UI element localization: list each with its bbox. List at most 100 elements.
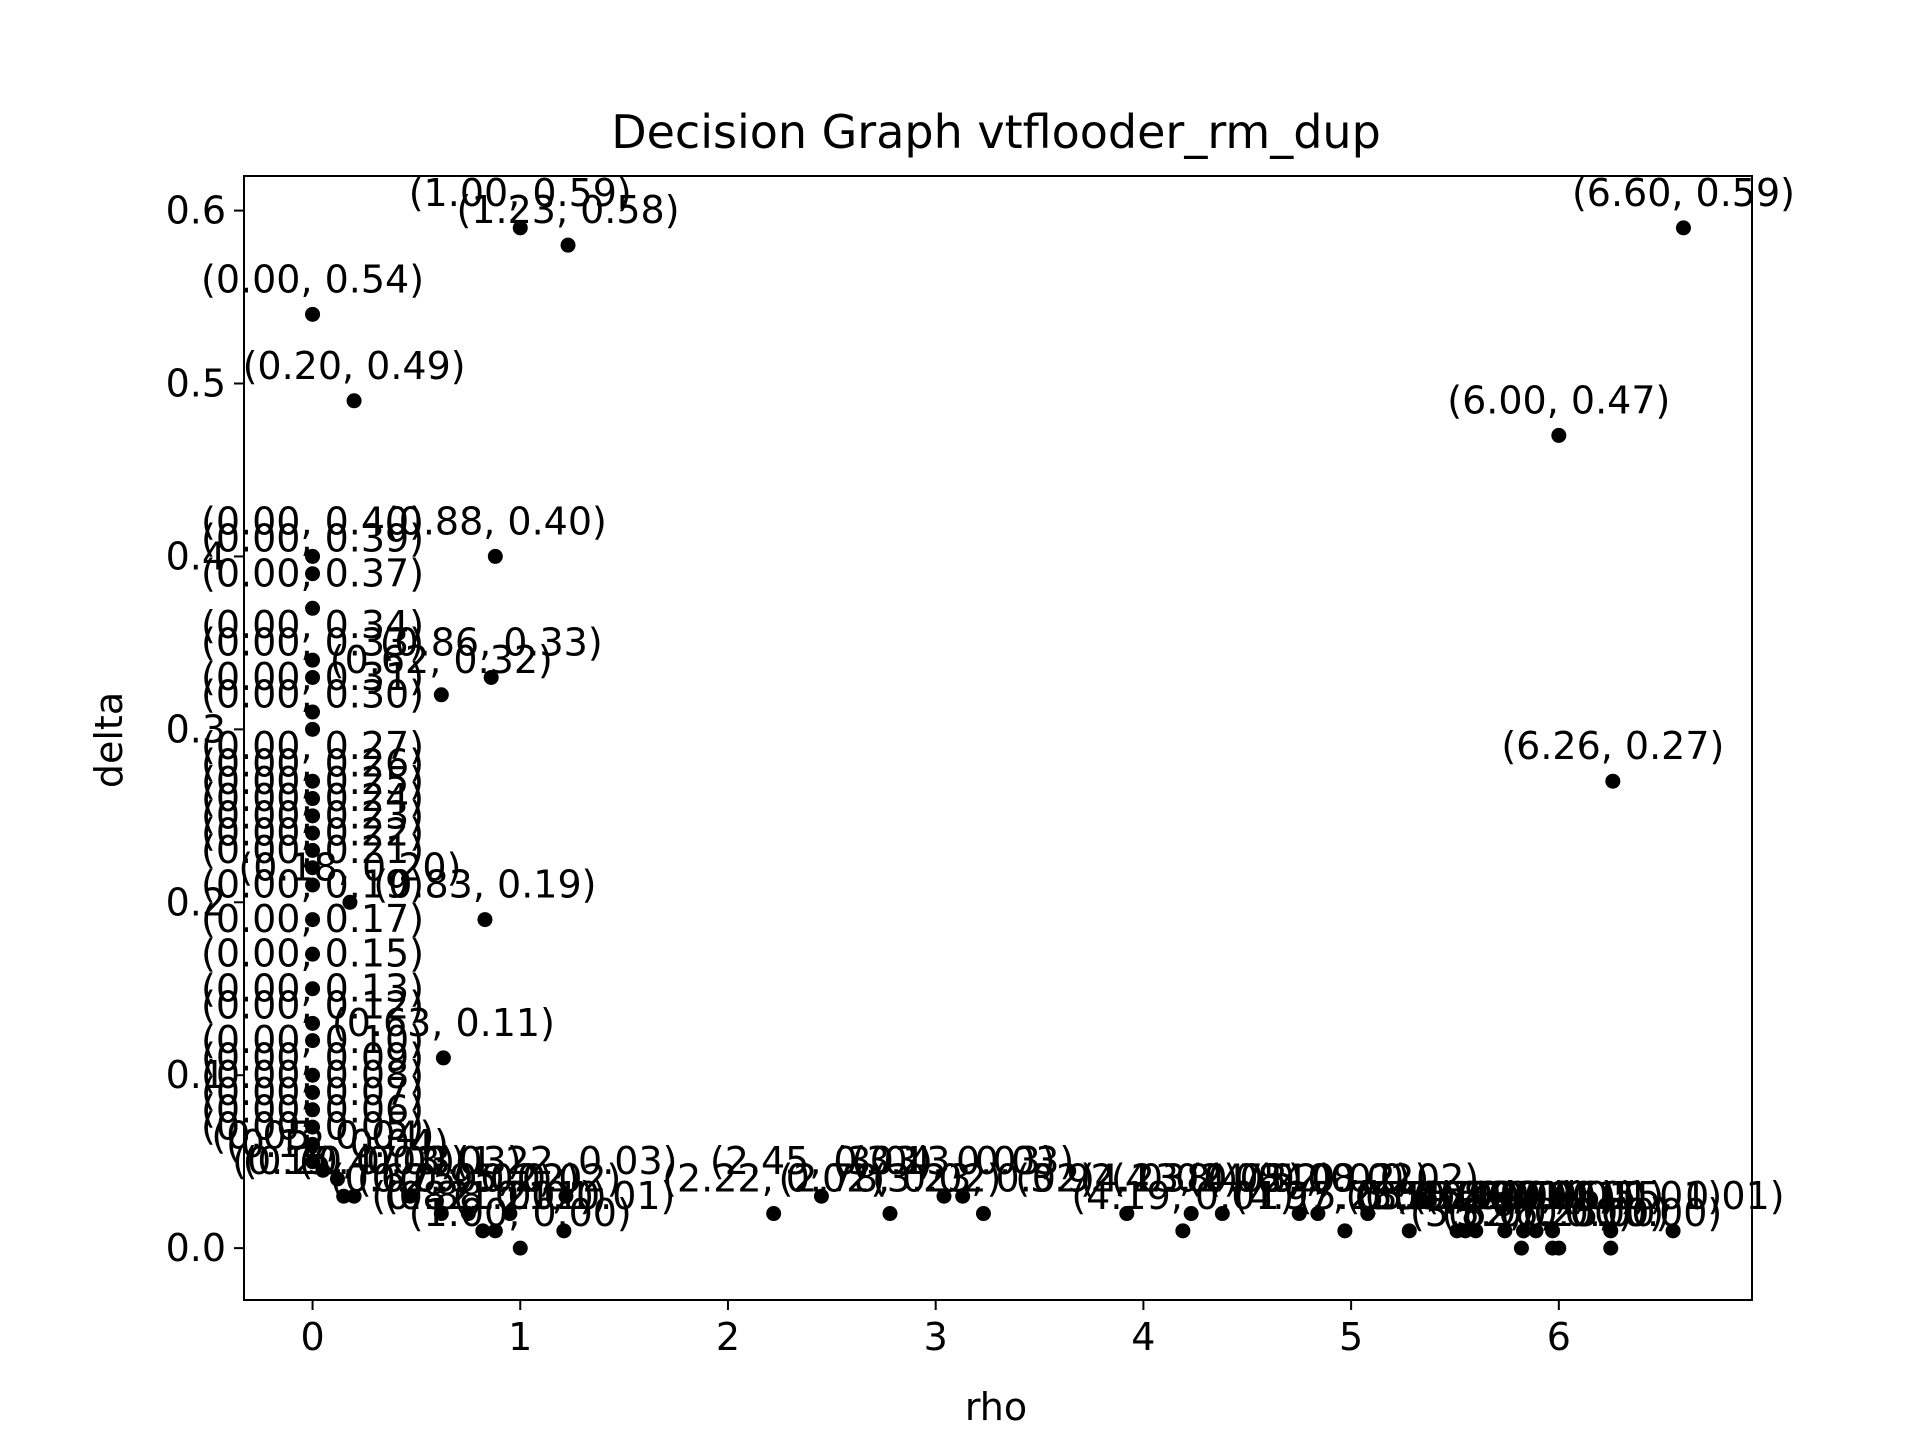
point-label: (0.00, 0.40) xyxy=(201,499,424,543)
data-point xyxy=(512,220,528,236)
data-point xyxy=(336,1188,352,1204)
x-tick-label: 3 xyxy=(924,1315,948,1359)
x-axis-label: rho xyxy=(965,1385,1027,1429)
data-point xyxy=(305,600,321,616)
chart-title: Decision Graph vtflooder_rm_dup xyxy=(611,105,1381,159)
point-label: (0.62, 0.32) xyxy=(330,638,553,682)
point-label: (0.00, 0.15) xyxy=(201,932,424,976)
point-label: (0.00, 0.17) xyxy=(201,897,424,941)
point-label: (0.00, 0.19) xyxy=(201,863,424,907)
data-point xyxy=(1457,1223,1473,1239)
data-point xyxy=(1175,1223,1191,1239)
point-label: (0.05, 0.04) xyxy=(211,1113,434,1157)
x-tick-label: 1 xyxy=(508,1315,532,1359)
point-label: (5.55, 0.01) xyxy=(1354,1174,1577,1218)
point-label: (6.25, 0.00) xyxy=(1499,1191,1722,1235)
point-label: (0.88, 0.40) xyxy=(384,499,607,543)
point-label: (0.00, 0.31) xyxy=(201,655,424,699)
point-label: (0.12, 0.04) xyxy=(226,1122,449,1166)
point-label: (5.51, 0.01) xyxy=(1346,1174,1569,1218)
point-label: (0.00, 0.13) xyxy=(201,966,424,1010)
data-point xyxy=(1183,1206,1199,1222)
data-point xyxy=(1291,1206,1307,1222)
point-label: (3.23, 0.02) xyxy=(872,1157,1095,1201)
data-point xyxy=(305,566,321,582)
point-label: (0.75, 0.02) xyxy=(357,1157,580,1201)
point-label: (6.55, 0.01) xyxy=(1562,1174,1785,1218)
data-point xyxy=(305,1033,321,1049)
data-point xyxy=(1497,1223,1513,1239)
data-point xyxy=(1360,1206,1376,1222)
point-label: (5.97, 0.00) xyxy=(1441,1191,1664,1235)
y-tick-label: 0.4 xyxy=(166,534,226,578)
point-label: (1.22, 0.03) xyxy=(454,1139,677,1183)
data-point xyxy=(305,912,321,928)
data-point xyxy=(955,1188,971,1204)
point-label: (5.97, 0.01) xyxy=(1441,1174,1664,1218)
point-label: (3.13, 0.03) xyxy=(851,1139,1074,1183)
point-label: (6.60, 0.59) xyxy=(1572,171,1795,215)
data-point xyxy=(882,1206,898,1222)
x-tick-label: 0 xyxy=(300,1315,324,1359)
point-label: (0.00, 0.30) xyxy=(201,672,424,716)
point-label: (0.00, 0.12) xyxy=(201,984,424,1028)
point-label: (0.00, 0.23) xyxy=(201,793,424,837)
point-label: (0.00, 0.54) xyxy=(201,257,424,301)
point-label: (0.20, 0.03) xyxy=(243,1139,466,1183)
data-point xyxy=(813,1188,829,1204)
data-point xyxy=(475,1223,491,1239)
data-point xyxy=(1551,427,1567,443)
data-point xyxy=(305,877,321,893)
data-point xyxy=(305,704,321,720)
point-label: (1.23, 0.58) xyxy=(457,188,680,232)
point-label: (6.00, 0.00) xyxy=(1447,1191,1670,1235)
data-point xyxy=(305,773,321,789)
data-point xyxy=(1337,1223,1353,1239)
data-point xyxy=(305,721,321,737)
point-labels: (0.00, 0.54) (1.00, 0.59)(1.23, 0.58) (6.6… xyxy=(201,171,1795,1235)
point-label: (4.23, 0.02) xyxy=(1080,1157,1303,1201)
point-label: (0.00, 0.05) xyxy=(201,1105,424,1149)
point-label: (0.88, 0.01) xyxy=(384,1174,607,1218)
data-point xyxy=(477,912,493,928)
data-point xyxy=(305,791,321,807)
data-point xyxy=(560,237,576,253)
data-point xyxy=(305,1015,321,1031)
data-point xyxy=(936,1188,952,1204)
data-point xyxy=(766,1206,782,1222)
y-tick-label: 0.3 xyxy=(166,707,226,751)
point-label: (0.63, 0.11) xyxy=(332,1001,555,1045)
point-label: (6.25, 0.01) xyxy=(1499,1174,1722,1218)
point-label: (5.83, 0.01) xyxy=(1412,1174,1635,1218)
data-point xyxy=(305,1102,321,1118)
point-label: (0.95, 0.02) xyxy=(398,1157,621,1201)
y-tick-label: 0.5 xyxy=(166,362,226,406)
point-label: (1.00, 0.00) xyxy=(409,1191,632,1235)
data-point xyxy=(512,1240,528,1256)
data-point xyxy=(435,1050,451,1066)
point-label: (0.00, 0.33) xyxy=(201,620,424,664)
point-label: (0.83, 0.19) xyxy=(373,863,596,907)
point-label: (5.28, 0.01) xyxy=(1298,1174,1521,1218)
data-point xyxy=(1516,1223,1532,1239)
data-point xyxy=(483,669,499,685)
data-point xyxy=(487,548,503,564)
data-point xyxy=(1513,1240,1529,1256)
point-label: (0.00, 0.21) xyxy=(201,828,424,872)
point-label: (0.00, 0.09) xyxy=(201,1035,424,1079)
data-point xyxy=(556,1223,572,1239)
point-label: (0.86, 0.33) xyxy=(380,620,603,664)
data-point xyxy=(305,669,321,685)
data-point xyxy=(1401,1223,1417,1239)
point-label: (4.84, 0.02) xyxy=(1206,1157,1429,1201)
y-axis-label: delta xyxy=(87,692,131,788)
point-label: (4.97, 0.01) xyxy=(1233,1174,1456,1218)
point-label: (0.82, 0.01) xyxy=(371,1174,594,1218)
axis-ticks: 0 1 2 3 4 5 6 0.0 0.1 0.2 0.3 0.4 0.5 0.6 xyxy=(166,189,1571,1359)
point-label: (2.78, 0.02) xyxy=(778,1157,1001,1201)
data-point xyxy=(487,1223,503,1239)
data-point xyxy=(975,1206,991,1222)
point-label: (3.04, 0.03) xyxy=(832,1139,1055,1183)
point-label: (1.21, 0.01) xyxy=(452,1174,675,1218)
